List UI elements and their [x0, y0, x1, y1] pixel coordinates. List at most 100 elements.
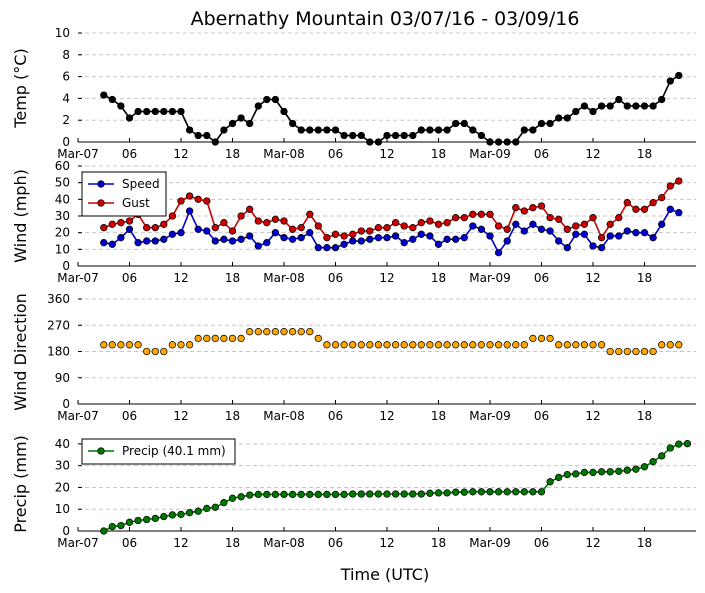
y-tick-label: 40	[55, 192, 70, 206]
data-point	[597, 234, 606, 242]
x-tick-label: Mar-09	[469, 409, 510, 423]
data-point	[434, 126, 443, 134]
x-tick-label: 12	[379, 536, 394, 550]
data-point	[477, 341, 486, 349]
data-point	[477, 131, 486, 140]
data-point	[572, 341, 580, 349]
data-point	[486, 210, 494, 218]
data-point	[494, 138, 503, 146]
data-point	[194, 225, 202, 233]
data-point	[606, 102, 614, 110]
data-point	[185, 207, 194, 215]
data-point	[589, 214, 597, 222]
data-point	[314, 244, 322, 252]
data-point	[220, 219, 228, 227]
x-tick-label: 06	[122, 409, 137, 423]
data-point	[211, 237, 219, 245]
data-point	[177, 229, 185, 237]
x-tick-label: 12	[585, 536, 600, 550]
data-point	[486, 488, 494, 496]
data-point	[323, 234, 331, 242]
data-point	[306, 210, 314, 218]
y-tick-label: 2	[62, 113, 70, 127]
data-point	[632, 102, 640, 110]
data-point	[160, 347, 168, 356]
data-point	[357, 341, 365, 349]
data-point	[134, 239, 142, 247]
data-point	[117, 102, 125, 110]
data-point	[666, 205, 674, 213]
data-point	[168, 511, 177, 519]
data-point	[349, 237, 357, 245]
data-point	[477, 210, 486, 218]
data-point	[589, 468, 597, 477]
data-point	[537, 225, 546, 233]
data-point	[288, 225, 297, 233]
y-tick-label: 10	[55, 26, 70, 40]
x-tick-label: 12	[173, 536, 188, 550]
data-point	[134, 516, 142, 525]
data-point	[469, 341, 477, 349]
data-point	[228, 227, 237, 235]
data-point	[288, 490, 297, 499]
data-point	[306, 328, 314, 336]
data-point	[640, 229, 649, 237]
data-point	[658, 95, 666, 104]
data-point	[520, 488, 528, 496]
data-point	[254, 217, 262, 225]
data-point	[263, 219, 271, 227]
y-tick-label: 10	[55, 242, 70, 256]
data-point	[151, 514, 159, 523]
data-point	[349, 341, 357, 349]
x-tick-label: 12	[173, 409, 188, 423]
x-tick-label: 18	[225, 271, 240, 285]
x-tick-label: 18	[431, 536, 446, 550]
data-point	[555, 237, 563, 245]
x-tick-label: 12	[585, 147, 600, 161]
data-point	[306, 490, 314, 499]
x-tick-label: Mar-08	[263, 536, 304, 550]
data-point	[374, 224, 383, 232]
data-point	[469, 222, 477, 230]
data-point	[288, 328, 297, 336]
data-point	[409, 235, 417, 243]
data-point	[340, 341, 348, 349]
x-tick-label: Mar-09	[469, 147, 510, 161]
data-point	[452, 341, 460, 349]
data-point	[374, 490, 383, 498]
data-point	[297, 328, 305, 336]
data-point	[220, 334, 228, 343]
data-point	[297, 224, 305, 232]
data-point	[357, 227, 365, 235]
data-point	[400, 131, 408, 140]
data-point	[168, 230, 177, 238]
data-point	[469, 210, 477, 218]
data-point	[443, 489, 451, 497]
data-point	[391, 490, 400, 498]
y-tick-label: 40	[55, 437, 70, 451]
data-point	[409, 341, 417, 349]
data-point	[494, 222, 503, 230]
data-point	[280, 217, 288, 225]
data-point	[228, 494, 237, 502]
x-tick-label: 06	[534, 536, 549, 550]
legend	[81, 171, 167, 217]
data-point	[280, 107, 288, 116]
data-point	[623, 102, 631, 110]
data-point	[271, 95, 280, 104]
legend-swatch-marker	[97, 199, 105, 207]
data-point	[658, 194, 666, 202]
data-point	[417, 341, 425, 349]
data-point	[125, 114, 134, 122]
x-tick-label: Mar-07	[57, 147, 98, 161]
data-point	[675, 209, 683, 217]
data-point	[417, 230, 425, 238]
y-tick-label: 6	[62, 70, 70, 84]
data-point	[271, 490, 280, 499]
data-point	[503, 225, 511, 233]
data-point	[323, 341, 331, 349]
y-axis-label: Wind Direction	[11, 293, 30, 411]
data-point	[580, 220, 589, 228]
data-point	[494, 249, 503, 257]
